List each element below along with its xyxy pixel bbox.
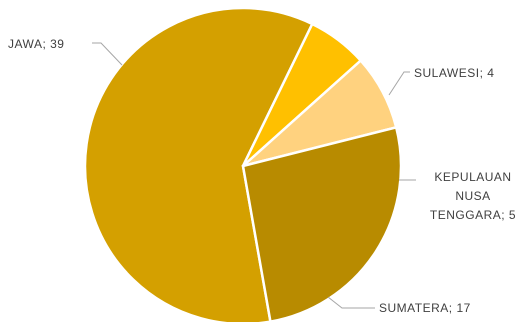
pie-slice-sumatera (241, 125, 403, 322)
leader-line-sumatera (327, 296, 375, 309)
leader-line-sulawesi (388, 71, 410, 96)
data-label-kepulauan-nusa-tenggara-line-1: KEPULAUAN (434, 170, 511, 184)
data-label-jawa: JAWA; 39 (8, 37, 64, 51)
data-label-kepulauan-nusa-tenggara-line-2: NUSA (455, 189, 490, 203)
leader-line-jawa (92, 42, 123, 66)
data-label-sumatera: SUMATERA; 17 (379, 301, 471, 315)
data-label-sulawesi: SULAWESI; 4 (414, 66, 494, 80)
data-label-kepulauan-nusa-tenggara-line-3: TENGGARA; 5 (430, 208, 516, 222)
